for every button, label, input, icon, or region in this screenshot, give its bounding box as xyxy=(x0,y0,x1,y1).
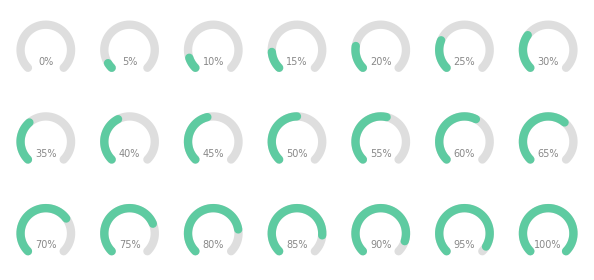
Text: 40%: 40% xyxy=(119,149,140,159)
Text: 15%: 15% xyxy=(286,57,308,67)
Text: 45%: 45% xyxy=(203,149,224,159)
Text: 65%: 65% xyxy=(538,149,559,159)
Text: 100%: 100% xyxy=(535,240,562,250)
Text: 25%: 25% xyxy=(454,57,475,67)
Text: 80%: 80% xyxy=(203,240,224,250)
Text: 75%: 75% xyxy=(119,240,140,250)
Text: 30%: 30% xyxy=(538,57,559,67)
Text: 60%: 60% xyxy=(454,149,475,159)
Text: 55%: 55% xyxy=(370,149,391,159)
Text: 20%: 20% xyxy=(370,57,391,67)
Text: 90%: 90% xyxy=(370,240,391,250)
Text: 10%: 10% xyxy=(203,57,224,67)
Text: 5%: 5% xyxy=(122,57,137,67)
Text: 70%: 70% xyxy=(35,240,56,250)
Text: 85%: 85% xyxy=(286,240,308,250)
Text: 95%: 95% xyxy=(454,240,475,250)
Text: 35%: 35% xyxy=(35,149,56,159)
Text: 50%: 50% xyxy=(286,149,308,159)
Text: 0%: 0% xyxy=(38,57,53,67)
